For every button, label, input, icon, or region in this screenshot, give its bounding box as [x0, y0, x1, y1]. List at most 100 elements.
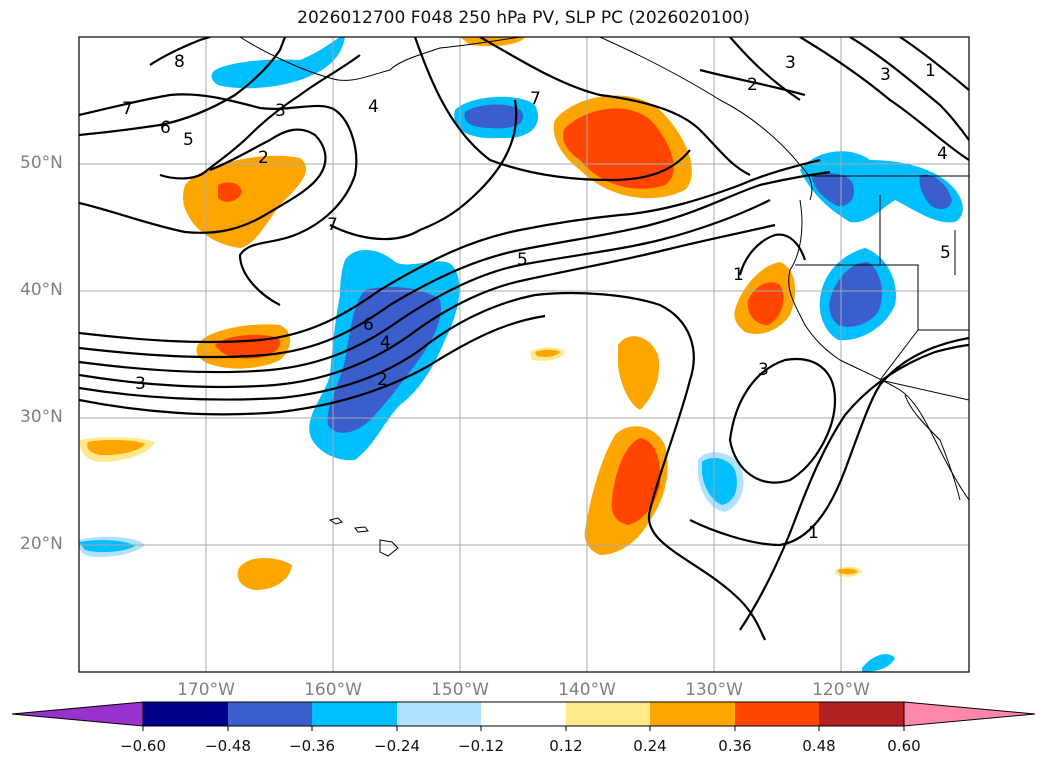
colorbar: [11, 701, 1036, 731]
colorbar-bin: [397, 702, 481, 726]
contour-label: 8: [174, 52, 185, 72]
contour-line: [79, 128, 327, 234]
contour-line: [79, 314, 546, 416]
contour-line: [739, 343, 969, 631]
contour-label: 7: [530, 89, 541, 109]
pv-anomaly-positive: [535, 349, 560, 357]
contour-line: [729, 37, 969, 161]
colorbar-tick-label: −0.36: [289, 737, 335, 755]
slp-contours: [79, 37, 969, 641]
colorbar-extend-high: [903, 701, 1036, 727]
state-borders: [795, 195, 969, 401]
pv-anomaly-positive: [87, 439, 145, 456]
alaska-coast: [239, 37, 521, 81]
contour-label: 4: [380, 333, 391, 353]
map-title: 2026012700 F048 250 hPa PV, SLP PC (2026…: [297, 8, 750, 28]
pv-anomaly-positive: [183, 155, 307, 248]
colorbar-bin: [312, 702, 397, 726]
colorbar-tick-label: −0.60: [120, 737, 166, 755]
colorbar-tick-label: 0.60: [887, 737, 921, 755]
pv-shading: [79, 37, 963, 672]
colorbar-bin: [228, 702, 312, 726]
contour-label: 3: [275, 101, 286, 121]
contour-label: 6: [160, 118, 171, 138]
contour-line: [689, 336, 969, 547]
contour-label: 1: [925, 61, 936, 81]
pv-anomaly-positive: [237, 558, 292, 590]
colorbar-bin: [819, 702, 904, 726]
contour-label: 7: [122, 99, 133, 119]
contour-line: [79, 199, 771, 374]
contour-label: 4: [368, 97, 379, 117]
lon-label-130w: 130°W: [685, 680, 743, 700]
colorbar-extend-low: [11, 701, 144, 727]
contour-line: [79, 291, 766, 641]
pv-anomaly-positive-core: [218, 182, 242, 202]
lat-label-50n: 50°N: [20, 153, 63, 173]
baja-coast: [904, 394, 961, 501]
contour-line: [738, 233, 807, 276]
contour-line: [329, 99, 518, 241]
lon-label-160w: 160°W: [304, 680, 362, 700]
contour-label: 5: [517, 250, 528, 270]
contour-line: [699, 68, 806, 97]
hawaii: [328, 517, 399, 557]
colorbar-tick-label: 0.36: [718, 737, 752, 755]
contour-line: [728, 357, 837, 484]
contour-label: 3: [758, 360, 769, 380]
contour-label: 2: [377, 370, 388, 390]
west-us-coast: [788, 199, 969, 501]
pv-anomaly-positive-core: [747, 282, 784, 325]
contour-line: [79, 158, 821, 344]
lon-label-150w: 150°W: [431, 680, 489, 700]
colorbar-tick-label: 0.48: [802, 737, 836, 755]
contour-label: 2: [258, 148, 269, 168]
pv-anomaly-negative: [211, 37, 345, 89]
pv-anomaly-negative-core: [919, 174, 952, 210]
pv-anomaly-negative-core: [829, 262, 883, 327]
lat-label-30n: 30°N: [20, 407, 63, 427]
colorbar-tick-label: 0.24: [633, 737, 667, 755]
contour-labels: 8 7 6 5 3 2 4 7 7 6 4 2 3 5 2 3 1 1 3 1 …: [122, 52, 951, 543]
pv-anomaly-negative: [79, 540, 135, 553]
contour-line: [159, 54, 361, 180]
pv-anomaly-positive: [838, 568, 858, 575]
pv-anomaly-positive: [618, 336, 660, 410]
colorbar-bin: [735, 702, 819, 726]
contour-label: 5: [940, 243, 951, 263]
map-frame: [78, 36, 970, 673]
contour-label: 4: [937, 144, 948, 164]
colorbar-bin: [143, 702, 228, 726]
contour-line: [79, 37, 287, 137]
colorbar-bin: [481, 702, 566, 726]
contour-label: 3: [785, 53, 796, 73]
pv-anomaly-negative: [702, 458, 737, 505]
coastlines: [239, 37, 969, 557]
contour-line: [79, 93, 358, 306]
gridlines: [79, 37, 969, 672]
contour-label: 2: [747, 75, 758, 95]
contour-line: [79, 170, 831, 359]
contour-label: 3: [135, 374, 146, 394]
colorbar-bin: [566, 702, 650, 726]
pv-anomaly-negative-core: [464, 104, 524, 129]
contour-label: 6: [363, 315, 374, 335]
lon-label-140w: 140°W: [558, 680, 616, 700]
contour-label: 1: [808, 523, 819, 543]
pv-anomaly-negative: [862, 654, 895, 672]
colorbar-tick-label: −0.48: [205, 737, 251, 755]
pv-anomaly-positive-core: [611, 438, 661, 525]
contour-label: 1: [733, 265, 744, 285]
contour-line: [79, 223, 776, 389]
lat-label-20n: 20°N: [20, 534, 63, 554]
colorbar-tick-label: −0.24: [374, 737, 420, 755]
contour-line: [413, 37, 691, 182]
colorbar-bin: [650, 702, 735, 726]
pv-anomaly-positive-core: [563, 108, 674, 189]
lat-label-40n: 40°N: [20, 280, 63, 300]
colorbar-tick-label: 0.12: [549, 737, 583, 755]
colorbar-tick-label: −0.12: [458, 737, 504, 755]
contour-label: 3: [880, 65, 891, 85]
lon-label-120w: 120°W: [812, 680, 870, 700]
